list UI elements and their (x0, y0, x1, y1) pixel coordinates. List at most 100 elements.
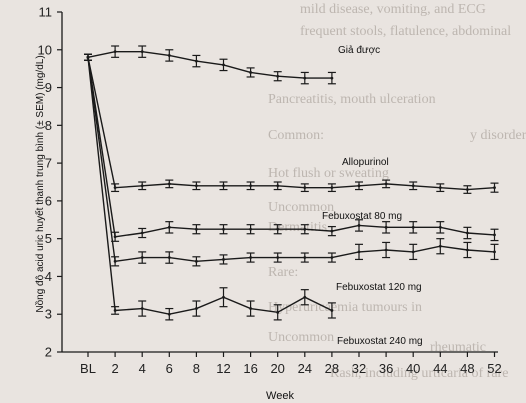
y-tick-label: 6 (45, 193, 52, 208)
y-tick-label: 7 (45, 156, 52, 171)
data-point (303, 295, 307, 299)
series-line (87, 57, 495, 238)
data-point (466, 231, 469, 235)
data-point (113, 259, 117, 263)
data-point (438, 244, 442, 248)
data-point (249, 307, 253, 310)
data-point (357, 250, 361, 254)
data-point (195, 259, 198, 263)
data-point (330, 309, 334, 312)
y-tick-label: 2 (45, 345, 52, 360)
y-tick-label: 8 (45, 118, 52, 133)
data-point (303, 227, 307, 231)
data-point (384, 225, 388, 229)
data-point (167, 256, 171, 259)
data-point (303, 186, 307, 190)
series-line (87, 57, 495, 263)
y-tick-label: 3 (45, 307, 52, 322)
data-point (276, 256, 280, 259)
data-point (384, 182, 388, 186)
x-tick-label: 44 (433, 361, 447, 376)
data-point (276, 74, 280, 78)
data-point (195, 184, 198, 188)
series-3 (84, 53, 499, 267)
data-point (493, 250, 496, 254)
series-line (87, 57, 495, 191)
data-point (222, 184, 225, 188)
data-point (113, 309, 117, 312)
x-tick-label: 48 (460, 361, 474, 376)
data-point (411, 250, 415, 254)
data-point (140, 256, 144, 259)
data-point (438, 186, 442, 190)
series-label-placebo: Giả được (338, 45, 380, 56)
data-point (140, 307, 144, 310)
y-axis-title: Nồng độ acid uric huyết thanh trung bình… (34, 55, 46, 312)
series-2 (84, 53, 499, 242)
y-tick-label: 10 (38, 42, 52, 57)
x-tick-label: 6 (166, 361, 173, 376)
series-4 (84, 53, 336, 321)
data-point (195, 227, 198, 231)
series-label-febuxostat-240: Febuxostat 240 mg (337, 336, 423, 347)
data-point (357, 184, 361, 188)
x-tick-label: 12 (216, 361, 230, 376)
x-tick-label: 32 (352, 361, 366, 376)
data-point (411, 184, 415, 188)
x-tick-label: 28 (325, 361, 339, 376)
series-1 (84, 53, 499, 194)
data-point (113, 235, 117, 239)
data-point (384, 248, 388, 252)
data-point (276, 184, 280, 188)
x-tick-label: 36 (379, 361, 393, 376)
data-point (249, 71, 253, 74)
data-point (167, 312, 171, 316)
data-point (330, 256, 334, 259)
data-point (140, 50, 144, 54)
y-tick-label: 4 (45, 269, 52, 284)
data-point (466, 248, 469, 252)
data-point (411, 225, 415, 229)
series-line (87, 57, 333, 315)
series-label-febuxostat-120: Febuxostat 120 mg (336, 282, 422, 293)
data-point (167, 225, 171, 229)
y-tick-label: 11 (39, 5, 53, 20)
data-point (222, 295, 225, 299)
data-point (330, 186, 334, 190)
data-point (357, 224, 361, 227)
data-point (330, 229, 334, 233)
data-point (222, 258, 225, 261)
x-tick-label: 4 (139, 361, 146, 376)
data-point (276, 310, 280, 314)
data-point (167, 182, 171, 186)
x-tick-label: 8 (193, 361, 200, 376)
data-point (249, 184, 253, 188)
data-point (466, 188, 469, 191)
x-tick-label: 40 (406, 361, 420, 376)
data-point (113, 186, 117, 190)
data-point (249, 256, 253, 259)
data-point (222, 227, 225, 231)
data-point (330, 76, 334, 80)
data-point (303, 256, 307, 259)
y-tick-label: 5 (45, 231, 52, 246)
series-0 (84, 45, 336, 85)
data-point (493, 186, 496, 190)
data-point (167, 54, 171, 57)
series-line (87, 50, 332, 79)
x-tick-label: 52 (487, 361, 501, 376)
data-point (140, 231, 144, 235)
series-layer (84, 45, 499, 321)
x-tick-label: BL (80, 361, 96, 376)
data-point (195, 59, 198, 63)
x-tick-label: 24 (298, 361, 312, 376)
series-label-allopurinol: Allopurinol (342, 157, 389, 168)
data-point (303, 76, 307, 80)
x-tick-label: 2 (111, 361, 118, 376)
y-tick-label: 9 (45, 80, 52, 95)
data-point (438, 225, 442, 229)
data-point (222, 63, 225, 67)
data-point (249, 227, 253, 231)
